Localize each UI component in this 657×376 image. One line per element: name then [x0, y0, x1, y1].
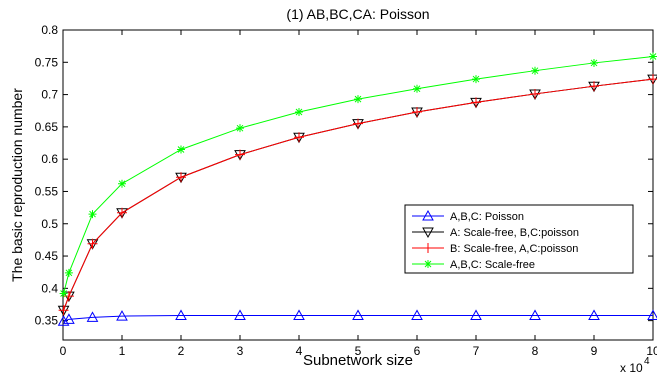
- data-point: [412, 107, 422, 118]
- x-tick-label: 8: [532, 344, 539, 358]
- data-point: [59, 289, 68, 298]
- x-multiplier: x 10 4: [620, 356, 650, 375]
- y-tick-label: 0.6: [41, 152, 58, 166]
- data-point: [424, 260, 432, 268]
- y-tick-label: 0.65: [35, 120, 59, 134]
- data-point: [176, 172, 186, 183]
- data-point: [411, 309, 423, 320]
- x-multiplier-label: x 10: [620, 361, 643, 375]
- data-point: [234, 309, 246, 320]
- legend-entry: A: Scale-free, B,C:poisson: [412, 227, 579, 239]
- plot-area: [62, 29, 654, 341]
- data-point: [647, 309, 657, 320]
- data-point: [63, 313, 75, 324]
- y-tick-label: 0.7: [41, 88, 58, 102]
- data-point: [236, 124, 244, 133]
- series-3: [58, 74, 657, 316]
- data-point: [175, 309, 187, 320]
- data-point: [472, 75, 480, 84]
- data-point: [352, 309, 364, 320]
- data-point: [413, 84, 421, 93]
- y-tick-label: 0.75: [35, 55, 59, 69]
- data-point: [529, 309, 541, 320]
- y-tick-label: 0.5: [41, 217, 58, 231]
- y-axis-label: The basic reproduction number: [9, 88, 25, 282]
- data-point: [423, 243, 433, 253]
- y-tick-label: 0.45: [35, 249, 59, 263]
- x-tick-label: 1: [119, 344, 126, 358]
- axis-ticks: 0 1 2 3 4 5 6 7 8 9 10 0.35 0.4 0.45 0.5 0.55 0.6 0.65 0.7…: [35, 23, 657, 358]
- y-tick-label: 0.35: [35, 314, 59, 328]
- x-tick-label: 2: [178, 344, 185, 358]
- legend-entry: B: Scale-free, A,C:poisson: [412, 243, 578, 255]
- series-1: [57, 309, 657, 326]
- x-tick-label: 6: [414, 344, 421, 358]
- data-point: [470, 309, 482, 320]
- data-point: [86, 311, 99, 322]
- legend-entry: A,B,C: Scale-free: [412, 259, 535, 271]
- data-point: [177, 145, 185, 154]
- legend-label: B: Scale-free, A,C:poisson: [450, 243, 578, 255]
- y-tick-label: 0.55: [35, 184, 59, 198]
- data-point: [589, 81, 599, 92]
- legend: A,B,C: Poisson A: Scale-free, B,C:poisson…: [404, 204, 634, 274]
- data-point: [58, 305, 69, 316]
- data-point: [422, 209, 434, 221]
- data-point: [422, 227, 434, 239]
- data-point: [649, 52, 657, 61]
- data-point: [295, 108, 303, 117]
- data-point: [64, 268, 73, 277]
- data-point: [117, 207, 127, 218]
- data-point: [118, 179, 126, 188]
- data-point: [293, 309, 305, 320]
- x-multiplier-exponent: 4: [644, 356, 650, 367]
- data-point: [116, 310, 128, 321]
- legend-entry: A,B,C: Poisson: [412, 209, 524, 223]
- data-point: [588, 309, 600, 320]
- legend-label: A,B,C: Scale-free: [450, 259, 535, 271]
- legend-label: A: Scale-free, B,C:poisson: [450, 227, 579, 239]
- x-tick-label: 9: [591, 344, 598, 358]
- y-tick-label: 0.8: [41, 23, 58, 37]
- series-4: [59, 52, 657, 298]
- x-tick-label: 10: [646, 344, 657, 358]
- data-point: [471, 97, 481, 108]
- data-point: [294, 132, 304, 143]
- data-point: [87, 238, 98, 249]
- x-tick-label: 7: [473, 344, 480, 358]
- x-axis-label: Subnetwork size: [303, 352, 413, 369]
- data-point: [354, 95, 362, 104]
- data-point: [235, 149, 245, 160]
- data-point: [353, 118, 363, 129]
- data-point: [88, 210, 97, 219]
- data-point: [648, 74, 657, 85]
- data-point: [530, 88, 540, 99]
- y-tick-label: 0.4: [41, 281, 58, 295]
- x-tick-label: 0: [60, 344, 67, 358]
- chart-title: (1) AB,BC,CA: Poisson: [286, 6, 429, 22]
- data-point: [531, 66, 539, 75]
- legend-label: A,B,C: Poisson: [450, 211, 524, 223]
- x-tick-label: 5: [355, 344, 362, 358]
- data-point: [590, 58, 598, 67]
- series-line: [63, 314, 653, 322]
- data-point: [57, 315, 70, 326]
- x-tick-label: 3: [237, 344, 244, 358]
- series-layer: [57, 52, 657, 326]
- x-tick-label: 4: [296, 344, 303, 358]
